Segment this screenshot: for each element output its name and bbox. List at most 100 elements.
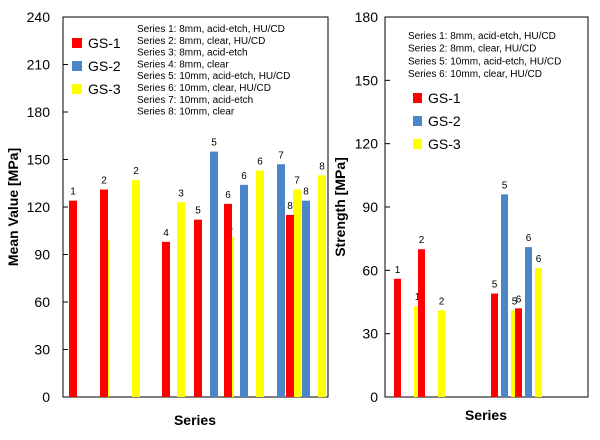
bar-gs-1-series-1 [69,200,77,397]
series-note: Series 4: 8mm, clear [137,59,229,70]
y-tick-label: 0 [42,389,50,405]
bar-gs-3-series-3 [177,202,185,397]
series-note: Series 8: 10mm, clear [137,107,235,118]
bar-label: 2 [133,166,139,177]
bar-label: 6 [536,254,542,265]
series-note: Series 5: 10mm, acid-etch, HU/CD [137,71,290,82]
bar-gs-1-series-5 [491,293,498,397]
bar-label: 5 [502,180,508,191]
series-note: Series 2: 8mm, clear, HU/CD [137,36,265,47]
bar-gs-1-series-5 [194,219,202,397]
legend-label-gs-1: GS-1 [428,90,461,106]
y-tick-label: 240 [27,9,51,25]
bar-label: 7 [294,176,300,187]
bar-label: 7 [278,150,284,161]
bar-label: 6 [225,190,231,201]
bar-gs-2-series-6 [240,184,248,397]
y-tick-label: 60 [34,294,50,310]
legend-label-gs-3: GS-3 [428,136,461,152]
legend-swatch-gs-2 [72,61,82,71]
series-note: Series 1: 8mm, acid-etch, HU/CD [137,24,285,35]
bar-label: 3 [178,188,184,199]
y-tick-label: 120 [27,199,51,215]
legend-label-gs-3: GS-3 [88,81,121,97]
bar-gs-3-series-2 [438,310,445,397]
bar-gs-3-series-6 [256,170,264,397]
y-tick-label: 120 [355,136,379,152]
bar-label: 1 [70,187,76,198]
series-note: Series 5: 10mm, acid-etch, HU/CD [408,56,561,67]
series-note: Series 1: 8mm, acid-etch, HU/CD [408,31,556,42]
bar-gs-2-series-7 [277,164,285,397]
bar-label: 1 [395,265,401,276]
bar-label: 2 [439,296,445,307]
bar-gs-1-series-6 [515,308,522,397]
y-axis-ticks: 0 30 60 90 120 150 180 210 240 [27,9,68,405]
bar-label: 5 [211,138,217,149]
series-note: Series 7: 10mm, acid-etch [137,95,253,106]
legend-swatch-gs-1 [72,38,82,48]
legend-swatch-gs-2 [413,116,422,126]
bar-gs-1-series-6 [224,203,232,397]
bar-label: 5 [512,296,518,307]
series-note: Series 3: 8mm, acid-etch [137,48,248,59]
bar-gs-3-series-7 [293,189,301,397]
bar-label: 2 [419,235,425,246]
series-note: Series 6: 10mm, clear, HU/CD [137,83,271,94]
y-tick-label: 180 [355,9,379,25]
y-tick-label: 30 [362,326,378,342]
bar-gs-3-series-6 [535,268,542,397]
bar-gs-2-series-5 [501,194,508,397]
bar-label: 8 [287,201,293,212]
y-axis-label: Mean Value [MPa] [5,148,21,266]
y-tick-label: 0 [370,389,378,405]
bar-label: 6 [241,171,247,182]
bar-gs-1-series-8 [286,214,294,397]
y-tick-label: 90 [362,199,378,215]
bar-label: 8 [303,187,309,198]
legend-swatch-gs-1 [413,93,422,103]
bar-gs-2-series-6 [525,247,532,397]
y-tick-label: 150 [355,72,379,88]
bar-label: 5 [195,206,201,217]
y-axis-label: Strength [MPa] [332,157,348,257]
legend-label-gs-2: GS-2 [88,58,121,74]
bar-label: 5 [492,280,498,291]
bar-label: 6 [526,233,532,244]
bars: 112234455566677888 [69,138,326,397]
y-tick-label: 90 [34,247,50,263]
bar-gs-2-series-5 [210,151,218,397]
bar-gs-1-series-4 [162,241,170,397]
y-tick-label: 210 [27,57,51,73]
y-tick-label: 30 [34,342,50,358]
legend-swatch-gs-3 [72,84,82,94]
series-notes: Series 1: 8mm, acid-etch, HU/CD Series 2:… [408,31,561,80]
bar-label: 6 [257,157,263,168]
bar-label: 8 [319,161,325,172]
series-note: Series 2: 8mm, clear, HU/CD [408,44,536,55]
x-axis-label: Series [465,407,507,423]
bar-gs-3-series-5 [511,310,518,397]
bar-label: 4 [163,228,169,239]
legend: GS-1 GS-2 GS-3 [72,35,121,97]
bar-gs-1-series-1 [394,278,401,397]
bar-label: 6 [516,294,522,305]
y-tick-label: 180 [27,104,51,120]
legend-swatch-gs-3 [413,139,422,149]
bar-gs-3-series-1 [414,306,421,397]
legend-label-gs-2: GS-2 [428,113,461,129]
legend: GS-1 GS-2 GS-3 [413,90,461,152]
bar-label: 2 [101,176,107,187]
y-tick-label: 150 [27,152,51,168]
bar-label: 1 [415,292,421,303]
bar-gs-1-series-2 [100,189,108,397]
series-note: Series 6: 10mm, clear, HU/CD [408,69,542,80]
bar-gs-1-series-2 [418,249,425,397]
bar-gs-3-series-8 [318,175,326,397]
